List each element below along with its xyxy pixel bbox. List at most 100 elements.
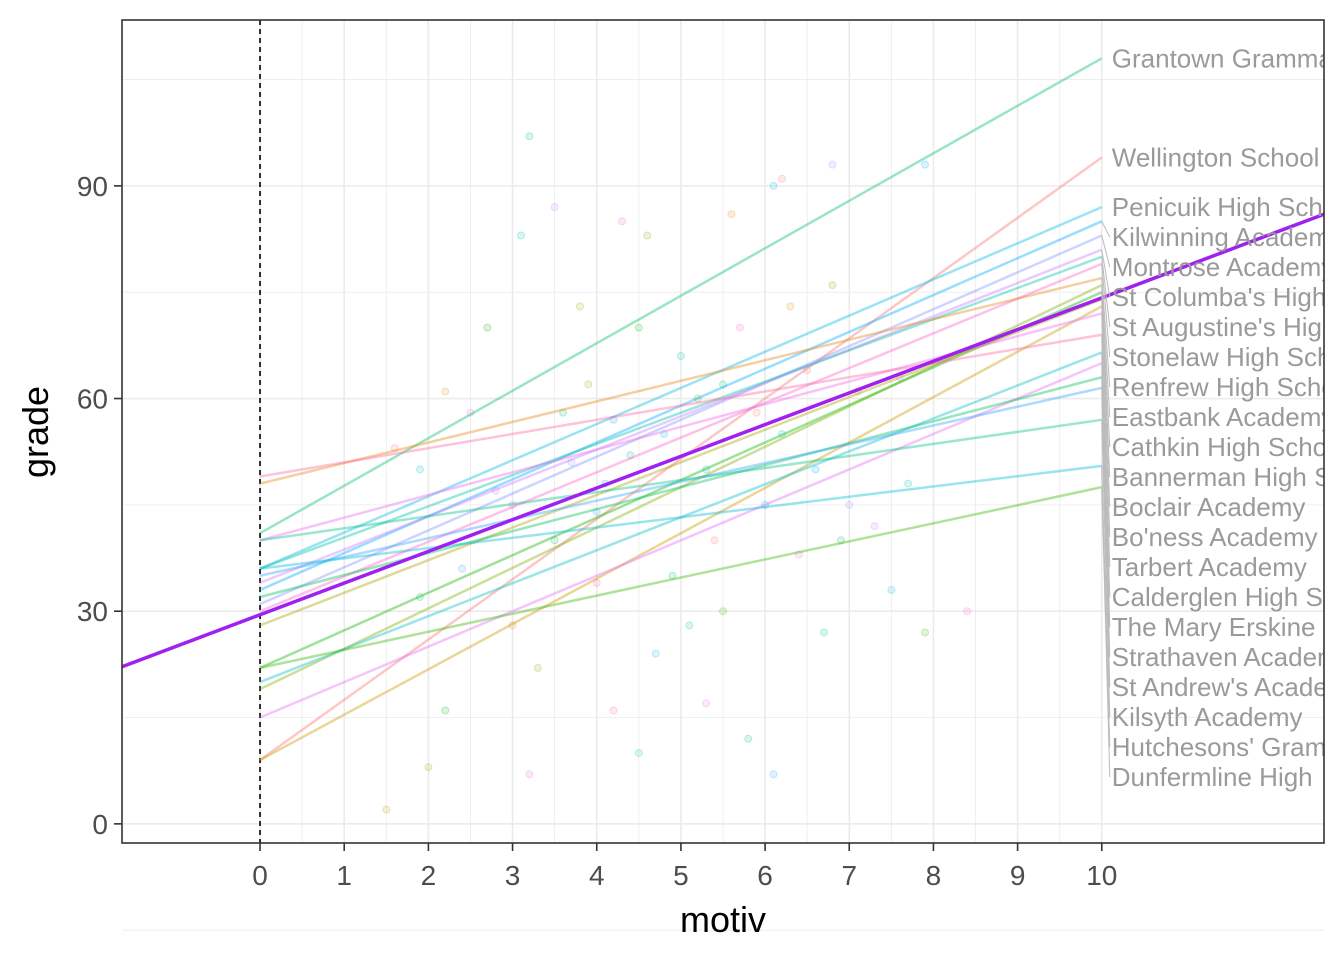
data-point <box>550 203 559 212</box>
data-point <box>516 231 525 240</box>
data-point <box>609 415 618 424</box>
y-tick-label: 30 <box>77 596 108 627</box>
data-point <box>668 571 677 580</box>
data-point <box>525 132 534 141</box>
y-tick-label: 0 <box>92 809 108 840</box>
y-axis-label: grade <box>15 386 56 478</box>
data-point <box>567 458 576 467</box>
label-connector <box>1101 334 1111 568</box>
data-point <box>786 302 795 311</box>
school-line <box>259 248 1103 585</box>
school-line <box>259 305 1103 762</box>
school-label: Eastbank Academy <box>1112 402 1335 432</box>
school-label: Dunfermline High <box>1112 762 1313 792</box>
y-tick-label: 60 <box>77 384 108 415</box>
school-line <box>259 156 1103 762</box>
data-point <box>904 479 913 488</box>
school-line <box>259 386 1103 577</box>
data-point <box>811 465 820 474</box>
label-connector <box>1101 263 1111 358</box>
school-label: The Mary Erskine <box>1112 612 1316 642</box>
y-tick-label: 90 <box>77 171 108 202</box>
data-point <box>508 621 517 630</box>
data-point <box>794 550 803 559</box>
data-point <box>550 536 559 545</box>
school-label: Stonelaw High School <box>1112 342 1344 372</box>
label-connector <box>1101 313 1111 538</box>
data-point <box>752 408 761 417</box>
data-point <box>382 805 391 814</box>
data-point <box>828 281 837 290</box>
data-point <box>415 593 424 602</box>
data-point <box>870 522 879 531</box>
data-point <box>769 770 778 779</box>
panel-border <box>121 19 1325 844</box>
data-point <box>769 181 778 190</box>
grid <box>122 20 1324 931</box>
data-point <box>803 366 812 375</box>
data-point <box>491 486 500 495</box>
x-tick-label: 8 <box>926 860 942 891</box>
data-point <box>584 380 593 389</box>
x-tick-label: 0 <box>252 860 268 891</box>
school-line <box>259 291 1103 670</box>
school-line <box>259 276 1103 485</box>
data-point <box>719 607 727 616</box>
data-points <box>382 132 972 814</box>
data-point <box>660 429 669 438</box>
data-point <box>921 160 930 169</box>
data-point <box>609 706 618 715</box>
fixed-effect-line <box>122 212 1324 669</box>
data-point <box>424 763 433 772</box>
data-point <box>735 323 744 332</box>
data-point <box>533 663 542 672</box>
school-label: Bannerman High School <box>1112 462 1344 492</box>
data-point <box>727 210 736 219</box>
x-tick-label: 1 <box>336 860 352 891</box>
x-axis: 0 1 2 3 4 5 6 7 8 9 10 <box>252 843 1117 891</box>
label-connector <box>1101 419 1111 718</box>
data-point <box>693 394 702 403</box>
x-tick-label: 10 <box>1086 860 1117 891</box>
data-point <box>702 465 711 474</box>
y-axis: 0 30 60 90 <box>77 171 122 840</box>
label-connector <box>1101 256 1111 328</box>
x-axis-label: motiv <box>680 899 766 940</box>
data-point <box>415 465 424 474</box>
school-label: Cathkin High School <box>1112 432 1344 462</box>
school-line <box>259 234 1103 606</box>
data-point <box>483 323 492 332</box>
school-line <box>259 333 1102 478</box>
data-point <box>617 217 626 226</box>
school-line <box>259 351 1103 684</box>
school-line <box>259 298 1103 627</box>
school-label: Renfrew High School <box>1112 372 1344 402</box>
data-point <box>685 621 694 630</box>
school-line <box>259 57 1103 535</box>
data-point <box>828 160 837 169</box>
data-point <box>702 699 711 708</box>
school-label: Hutchesons' Grammar <box>1112 732 1344 762</box>
school-label: St Andrew's Academy <box>1112 672 1344 702</box>
label-connector <box>1101 221 1111 238</box>
data-point <box>676 352 685 361</box>
data-point <box>836 536 845 545</box>
data-point <box>777 174 786 183</box>
label-connector <box>1101 249 1111 298</box>
school-label: St Augustine's High <box>1112 312 1337 342</box>
data-point <box>508 500 517 509</box>
school-lines <box>259 57 1103 762</box>
school-label: Wellington School <box>1112 143 1320 173</box>
data-point <box>963 607 972 616</box>
data-point <box>390 444 399 453</box>
x-tick-label: 2 <box>421 860 437 891</box>
data-point <box>710 536 719 545</box>
school-line <box>259 262 1103 613</box>
data-point <box>744 734 753 743</box>
school-label: Strathaven Academy <box>1112 642 1344 672</box>
school-label: Grantown Grammar <box>1112 43 1342 73</box>
data-point <box>592 578 601 587</box>
school-label: St Columba's High <box>1112 282 1327 312</box>
school-line <box>259 205 1103 570</box>
data-point <box>559 408 568 417</box>
